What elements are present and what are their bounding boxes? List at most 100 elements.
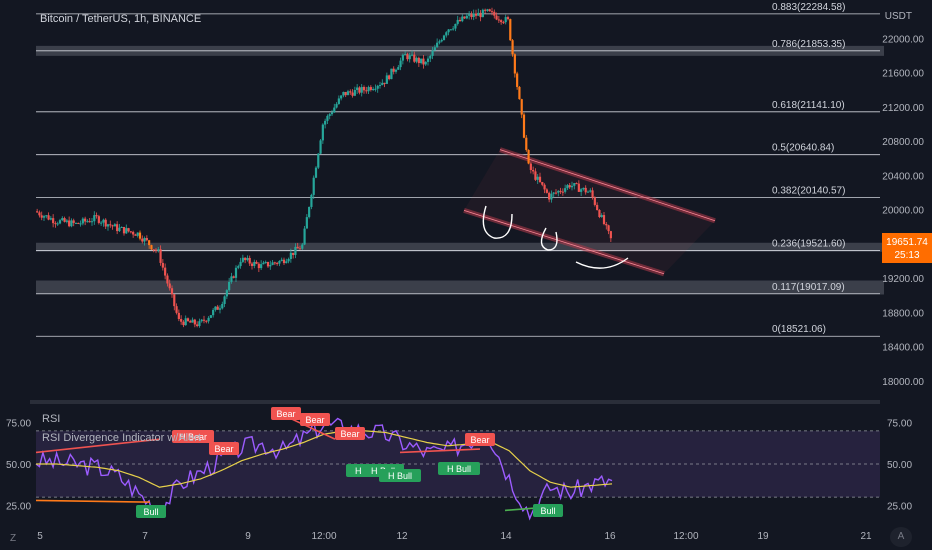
rsi-indicator-name[interactable]: RSI Divergence Indicator w/Alert	[42, 432, 201, 444]
candle-body-156	[392, 68, 395, 72]
divergence-label-bg-10	[438, 462, 480, 475]
candle-body-92	[246, 257, 249, 261]
candle-body-240	[584, 187, 587, 193]
candle-body-10	[58, 220, 62, 224]
candle-body-94	[250, 263, 254, 266]
rsi-tick-right-1: 50.00	[887, 460, 912, 471]
candle-body-47	[143, 237, 146, 242]
candle-body-225	[550, 193, 553, 200]
candle-body-178	[442, 35, 446, 41]
candle-body-17	[74, 222, 78, 224]
last-price-value: 19651.74	[886, 237, 928, 248]
candle-body-119	[308, 206, 311, 218]
candle-body-195	[481, 9, 484, 18]
time-tick-8: 19	[757, 531, 769, 542]
divergence-line-3	[399, 448, 481, 454]
candle-body-59	[170, 288, 174, 295]
divergence-labels: Bear H Bear Bear Bear Bear Bear Bull H Bull H Bu…	[136, 407, 563, 518]
time-tick-1: 7	[142, 531, 148, 542]
price-tick-8: 18800.00	[882, 308, 924, 319]
candle-body-15	[70, 220, 73, 227]
divergence-label-5: Bear	[470, 435, 489, 445]
candle-body-201	[495, 15, 498, 20]
candle-body-29	[102, 219, 105, 223]
candle-body-103	[271, 262, 274, 265]
rsi-panel[interactable]: Bear H Bear Bear Bear Bear Bear Bull H Bull H Bu…	[6, 407, 912, 521]
candle-body-189	[468, 14, 471, 16]
candle-body-58	[168, 283, 171, 289]
candle-body-237	[577, 183, 580, 192]
candle-body-162	[406, 54, 409, 60]
candle-body-38	[122, 227, 126, 234]
candle-body-242	[589, 190, 592, 192]
candle-body-250	[607, 225, 610, 232]
candle-body-219	[536, 176, 539, 180]
candle-body-80	[218, 308, 222, 310]
candle-body-194	[479, 12, 482, 18]
timezone-toggle[interactable]: Z	[9, 533, 17, 544]
candle-body-187	[463, 16, 466, 19]
candle-body-64	[182, 321, 185, 326]
candle-body-74	[205, 320, 208, 322]
candle-body-37	[120, 227, 123, 229]
candle-body-101	[266, 261, 270, 267]
candle-body-52	[154, 249, 158, 251]
fib-label-0: 0.883(22284.58)	[772, 2, 845, 13]
candle-body-142	[360, 86, 363, 93]
candle-body-215	[527, 149, 530, 164]
candle-body-51	[152, 249, 155, 251]
divergence-label-6: Bull	[143, 507, 158, 517]
divergence-label-9: H Bull	[388, 471, 412, 481]
candle-body-6	[49, 218, 52, 220]
candle-body-216	[529, 163, 532, 170]
candle-body-14	[68, 220, 71, 227]
candle-body-224	[548, 192, 551, 200]
last-price-tag: 19651.74 25:13	[882, 233, 932, 263]
candle-body-55	[161, 262, 164, 268]
candle-body-210	[516, 73, 519, 87]
candle-body-0	[36, 211, 39, 213]
rsi-title[interactable]: RSI	[42, 413, 60, 425]
time-tick-9: 21	[860, 531, 872, 542]
candle-body-13	[65, 220, 68, 222]
price-axis[interactable]: 22000.00 21600.00 21200.00 20800.00 20400.00…	[882, 34, 924, 388]
divergence-label-bg-4	[335, 427, 365, 440]
candle-body-93	[248, 257, 251, 264]
candle-body-123	[317, 153, 320, 168]
panel-separator[interactable]	[30, 400, 880, 404]
candle-body-83	[225, 290, 228, 297]
candle-body-181	[449, 29, 452, 31]
candle-body-44	[136, 232, 139, 236]
candle-body-160	[401, 54, 404, 61]
candle-body-53	[157, 249, 160, 251]
candle-body-186	[461, 16, 464, 22]
time-tick-7: 12:00	[673, 531, 698, 542]
candle-body-173	[431, 50, 434, 56]
bar-countdown: 25:13	[894, 250, 919, 261]
candle-body-235	[573, 183, 576, 186]
auto-scale-button[interactable]: A	[890, 527, 912, 547]
symbol-title[interactable]: Bitcoin / TetherUS, 1h, BINANCE	[40, 13, 201, 25]
candle-body-180	[447, 29, 450, 33]
candle-body-60	[173, 294, 176, 307]
candle-body-70	[196, 324, 199, 327]
candle-body-108	[282, 259, 286, 264]
divergence-label-bg-9	[379, 469, 421, 482]
candle-body-158	[397, 67, 400, 70]
candle-body-113	[294, 246, 297, 255]
time-axis[interactable]: 5 7 9 12:00 12 14 16 12:00 19 21	[37, 531, 872, 542]
candle-body-213	[522, 114, 526, 138]
candle-body-56	[164, 267, 167, 276]
candle-body-139	[353, 90, 356, 96]
divergence-label-0: Bear	[276, 409, 295, 419]
candle-body-90	[241, 257, 244, 262]
candle-body-86	[232, 276, 235, 278]
time-tick-5: 14	[500, 531, 512, 542]
candle-body-153	[385, 75, 388, 84]
candle-body-114	[296, 246, 299, 249]
candle-body-117	[303, 228, 306, 245]
candle-body-155	[390, 68, 393, 80]
candle-body-129	[330, 112, 334, 115]
candle-body-199	[490, 11, 494, 13]
